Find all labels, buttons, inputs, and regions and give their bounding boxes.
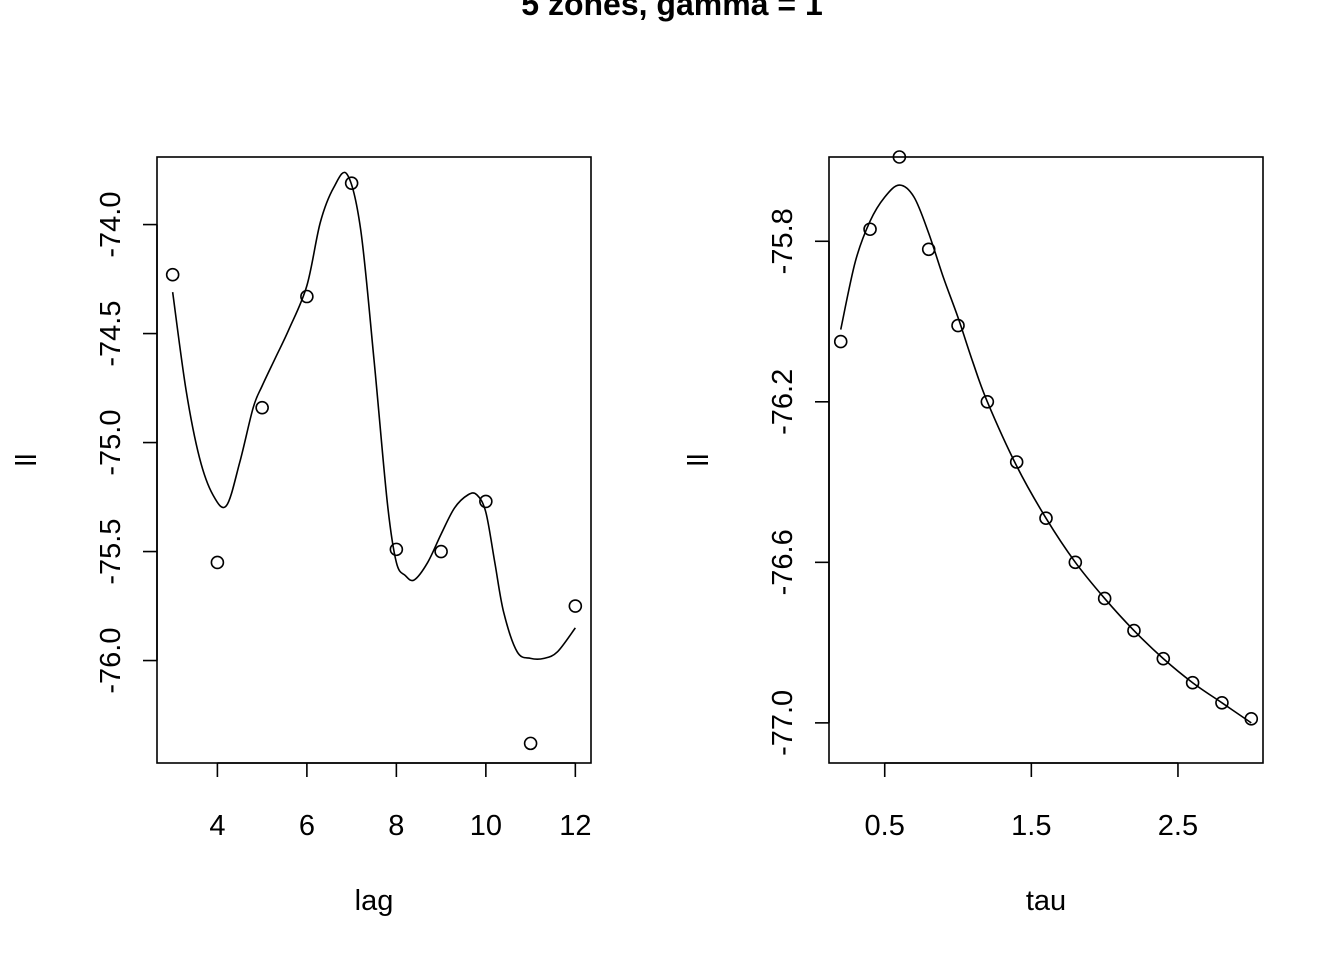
data-point	[210, 555, 225, 570]
y-tick-label: -76.6	[767, 529, 799, 595]
data-point	[523, 736, 538, 751]
y-tick-label: -75.8	[767, 208, 799, 274]
data-point	[344, 176, 359, 190]
y-tick-label: -77.0	[767, 690, 799, 756]
data-point	[1009, 455, 1024, 469]
data-point	[980, 395, 995, 409]
y-axis-label: ll	[11, 454, 43, 467]
data-point	[1097, 591, 1112, 606]
data-point	[863, 222, 877, 237]
data-point	[892, 150, 907, 164]
plot-frame	[828, 156, 1264, 764]
y-tick-label: -74.5	[95, 301, 127, 367]
data-point	[1244, 712, 1259, 726]
data-point	[165, 267, 180, 282]
panel-tau: 0.5 1.5 2.5 -77.0 -76.6 -76.2 -75.8 tau ll	[683, 150, 1264, 917]
data-point	[1127, 623, 1141, 638]
x-tick-label: 1.5	[1011, 810, 1051, 842]
x-axis-label: lag	[355, 885, 394, 917]
data-point	[833, 334, 848, 349]
data-point	[300, 289, 314, 304]
panel-lag: 4 6 8 10 12 -76.0 -75.5 -75.0 -74.5 -74.0 lag ll	[11, 156, 592, 917]
data-point	[255, 400, 269, 415]
data-point	[568, 599, 583, 613]
smooth-curve	[171, 171, 576, 660]
data-point	[479, 494, 493, 509]
y-tick-label: -75.0	[95, 410, 127, 476]
y-tick-label: -76.0	[95, 627, 127, 693]
x-axis-label: tau	[1026, 885, 1066, 917]
x-tick-label: 6	[299, 810, 315, 842]
y-tick-label: -76.2	[767, 369, 799, 435]
x-tick-label: 0.5	[865, 810, 905, 842]
figure-title: 5 zones, gamma = 1	[521, 0, 822, 22]
x-tick-label: 8	[388, 810, 404, 842]
x-tick-label: 12	[559, 810, 591, 842]
data-point	[1039, 511, 1053, 525]
x-tick-label: 4	[209, 810, 225, 842]
y-axis-label: ll	[683, 454, 715, 467]
data-point	[1185, 675, 1200, 690]
plot-frame	[156, 156, 592, 764]
smooth-curve	[839, 184, 1252, 724]
data-point	[1215, 696, 1229, 710]
data-point	[1068, 555, 1083, 570]
x-tick-label: 10	[470, 810, 502, 842]
x-tick-label: 2.5	[1158, 810, 1198, 842]
data-point	[1156, 651, 1171, 666]
y-tick-label: -75.5	[95, 518, 127, 584]
y-tick-label: -74.0	[95, 192, 127, 258]
data-point	[434, 544, 448, 559]
data-point	[389, 542, 404, 557]
